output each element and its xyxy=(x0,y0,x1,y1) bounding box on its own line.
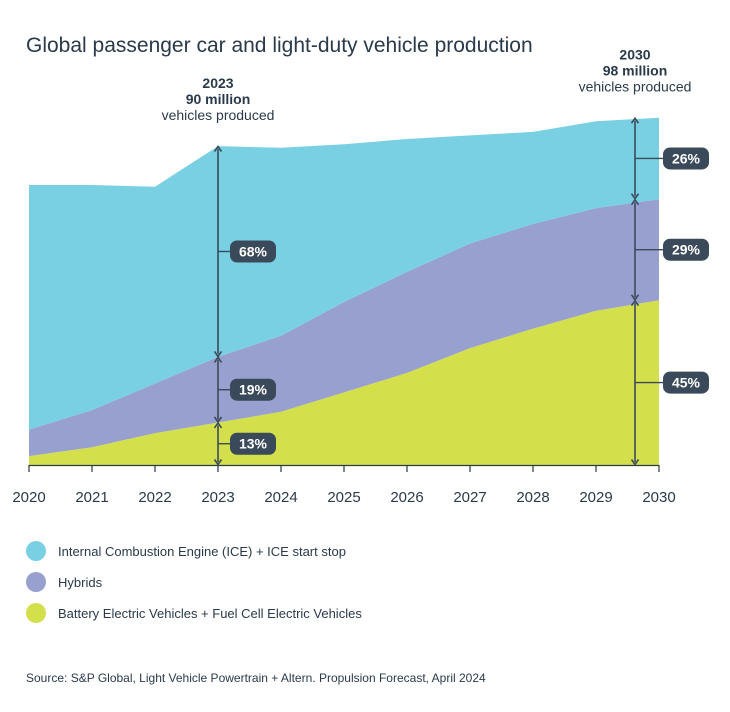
area-hybrids xyxy=(29,199,659,457)
area-ice xyxy=(29,117,659,430)
x-tick-label: 2025 xyxy=(327,489,360,506)
x-tick-label: 2029 xyxy=(579,489,612,506)
chart-title: Global passenger car and light-duty vehi… xyxy=(26,34,533,57)
share-badge: 45% xyxy=(672,375,701,391)
annotation-year: 2023 xyxy=(202,75,233,91)
arrow-head-up xyxy=(213,145,223,153)
annotation-caption: vehicles produced xyxy=(579,79,692,95)
share-badge: 19% xyxy=(239,382,268,398)
x-tick-label: 2020 xyxy=(12,489,45,506)
area-bev xyxy=(29,300,659,465)
share-badge-bg xyxy=(663,147,709,170)
legend-label-bev: Battery Electric Vehicles + Fuel Cell El… xyxy=(58,605,362,621)
legend-item-hybrids: Hybrids xyxy=(26,571,362,593)
annotation-year: 2030 xyxy=(619,47,650,63)
share-badge-bg xyxy=(663,238,709,261)
legend-swatch-ice xyxy=(26,541,46,561)
legend-swatch-bev xyxy=(26,603,46,623)
x-tick-label: 2028 xyxy=(516,489,549,506)
arrow-head-up xyxy=(213,421,223,429)
annotation-caption: vehicles produced xyxy=(162,107,275,123)
x-tick-label: 2022 xyxy=(138,489,171,506)
arrow-head-down xyxy=(630,459,640,466)
share-badge: 26% xyxy=(672,150,701,166)
share-badge-bg xyxy=(230,240,276,263)
share-badge: 13% xyxy=(239,436,268,452)
legend-label-hybrids: Hybrids xyxy=(58,574,103,590)
legend-label-ice: Internal Combustion Engine (ICE) + ICE s… xyxy=(58,543,346,559)
arrow-head-up xyxy=(630,299,640,307)
legend-swatch-hybrids xyxy=(26,572,46,592)
x-tick-label: 2027 xyxy=(453,489,486,506)
arrow-head-up xyxy=(630,116,640,124)
arrow-head-up xyxy=(213,356,223,363)
arrow-head-down xyxy=(213,459,223,466)
x-tick-label: 2024 xyxy=(264,489,297,506)
x-tick-label: 2030 xyxy=(642,489,675,506)
share-badge: 29% xyxy=(672,242,701,258)
annotation-total: 98 million xyxy=(603,63,668,79)
legend-item-bev: Battery Electric Vehicles + Fuel Cell El… xyxy=(26,602,362,624)
x-tick-label: 2023 xyxy=(201,489,234,506)
legend-item-ice: Internal Combustion Engine (ICE) + ICE s… xyxy=(26,540,362,562)
annotation-total: 90 million xyxy=(186,91,251,107)
share-badge-bg xyxy=(230,432,276,455)
share-badge: 68% xyxy=(239,243,268,259)
x-tick-label: 2021 xyxy=(75,489,108,506)
share-badge-bg xyxy=(230,378,276,401)
x-tick-label: 2026 xyxy=(390,489,423,506)
source-note: Source: S&P Global, Light Vehicle Powert… xyxy=(26,671,486,685)
arrow-head-up xyxy=(630,198,640,206)
share-badge-bg xyxy=(663,371,709,394)
legend: Internal Combustion Engine (ICE) + ICE s… xyxy=(26,540,362,633)
